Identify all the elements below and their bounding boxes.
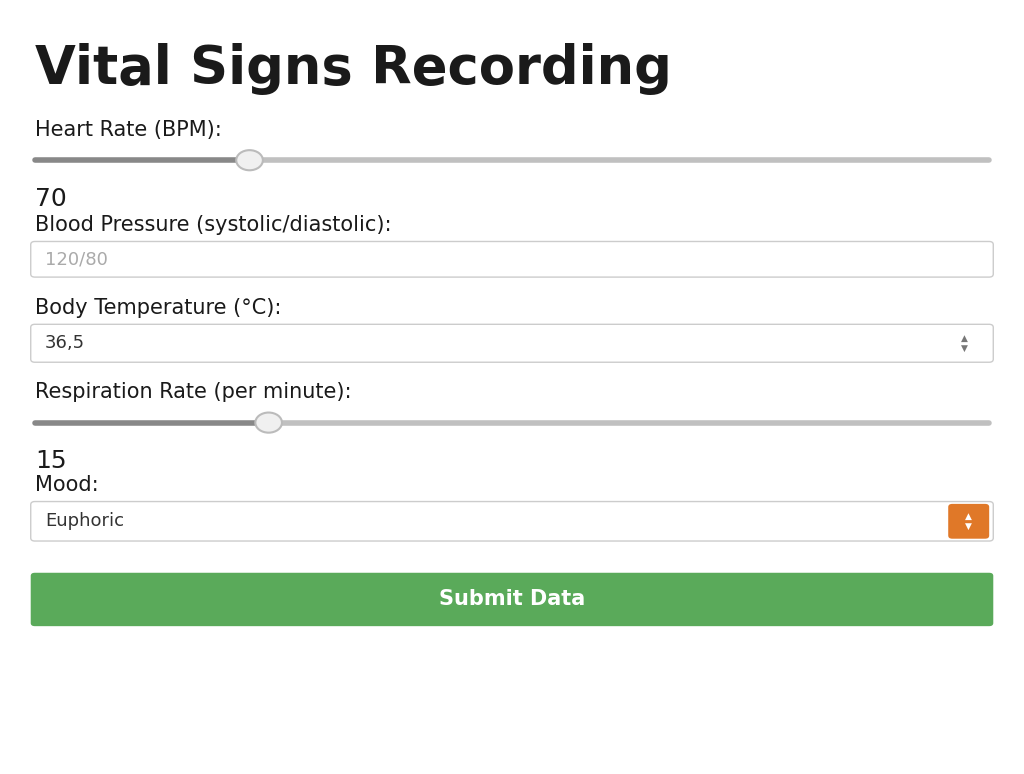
- Text: 70: 70: [35, 187, 67, 211]
- Text: 120/80: 120/80: [45, 250, 108, 269]
- Text: 36,5: 36,5: [45, 334, 85, 352]
- Text: ▲: ▲: [962, 334, 968, 343]
- Text: Submit Data: Submit Data: [439, 590, 585, 609]
- FancyBboxPatch shape: [31, 324, 993, 362]
- Text: 15: 15: [35, 449, 67, 473]
- Text: Respiration Rate (per minute):: Respiration Rate (per minute):: [35, 382, 351, 402]
- Text: Blood Pressure (systolic/diastolic):: Blood Pressure (systolic/diastolic):: [35, 215, 391, 235]
- Text: Heart Rate (BPM):: Heart Rate (BPM):: [35, 120, 221, 140]
- Text: ▼: ▼: [962, 344, 968, 352]
- Text: Euphoric: Euphoric: [45, 512, 124, 530]
- Text: Body Temperature (°C):: Body Temperature (°C):: [35, 298, 282, 318]
- Circle shape: [237, 150, 263, 170]
- Text: ▼: ▼: [966, 522, 972, 530]
- FancyBboxPatch shape: [948, 504, 989, 539]
- Text: ▲: ▲: [966, 512, 972, 521]
- FancyBboxPatch shape: [31, 241, 993, 277]
- Circle shape: [255, 413, 282, 433]
- FancyBboxPatch shape: [31, 502, 993, 541]
- Text: Vital Signs Recording: Vital Signs Recording: [35, 43, 672, 94]
- FancyBboxPatch shape: [31, 573, 993, 626]
- Text: Mood:: Mood:: [35, 475, 98, 495]
